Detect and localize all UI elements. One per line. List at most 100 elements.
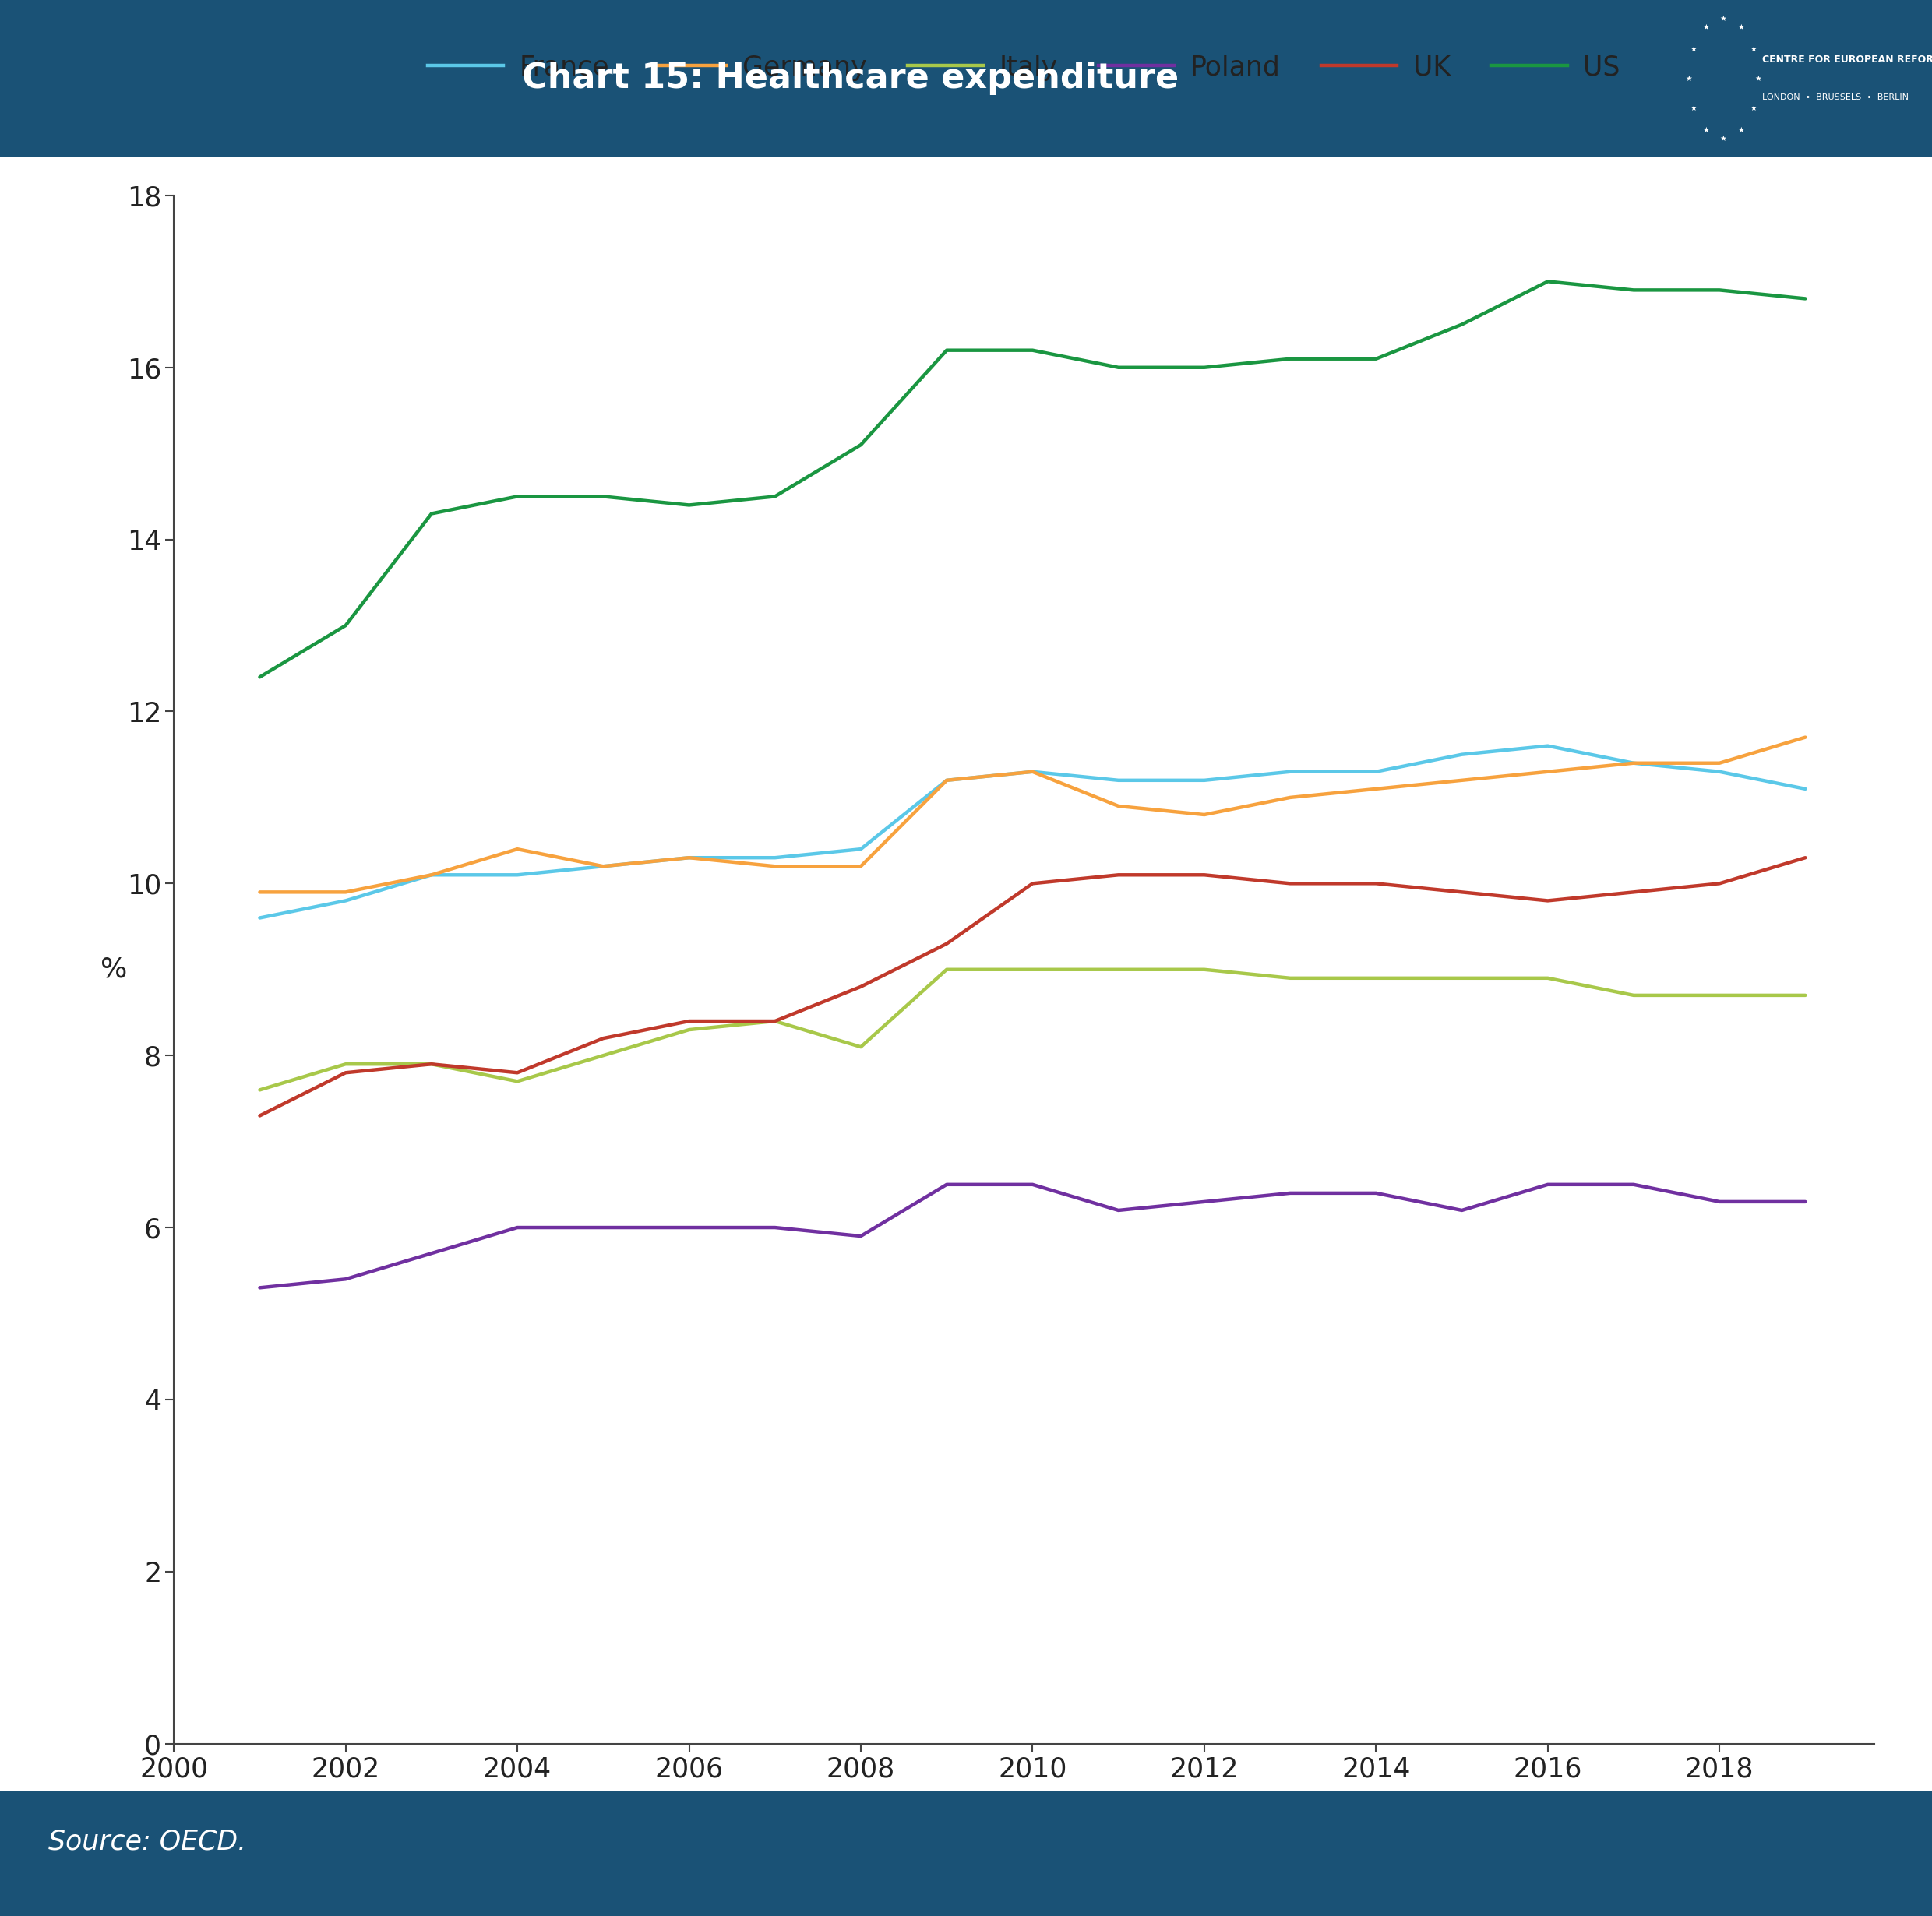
Italy: [935, 958, 958, 981]
Italy: [506, 1069, 529, 1092]
Germany: [850, 855, 873, 878]
France: [1451, 743, 1474, 766]
Germany: [1536, 761, 1559, 784]
France: [1020, 761, 1043, 784]
Poland: [1451, 1199, 1474, 1222]
France: [1107, 768, 1130, 791]
Poland: [591, 1217, 614, 1240]
Germany: [1708, 751, 1731, 774]
Italy: [850, 1035, 873, 1058]
US: [1020, 339, 1043, 362]
Text: ★: ★: [1690, 44, 1696, 52]
Text: ★: ★: [1737, 23, 1745, 31]
France: [1708, 761, 1731, 784]
Italy: [1364, 966, 1387, 989]
US: [1192, 356, 1215, 379]
UK: [1107, 864, 1130, 887]
Poland: [935, 1173, 958, 1196]
UK: [850, 975, 873, 998]
Germany: [591, 855, 614, 878]
Poland: [1192, 1190, 1215, 1213]
Germany: [247, 881, 270, 904]
Italy: [247, 1079, 270, 1102]
Poland: [334, 1268, 357, 1291]
Germany: [1623, 751, 1646, 774]
France: [763, 847, 786, 870]
Germany: [1451, 768, 1474, 791]
Italy: [1708, 983, 1731, 1006]
US: [678, 494, 701, 517]
US: [1536, 270, 1559, 293]
Italy: [1793, 983, 1816, 1006]
US: [935, 339, 958, 362]
Legend: France, Germany, Italy, Poland, UK, US: France, Germany, Italy, Poland, UK, US: [427, 54, 1621, 80]
Italy: [419, 1052, 442, 1075]
Germany: [1192, 803, 1215, 826]
Line: Italy: Italy: [259, 969, 1804, 1090]
Text: ★: ★: [1685, 75, 1692, 82]
France: [334, 889, 357, 912]
Italy: [678, 1017, 701, 1040]
US: [591, 485, 614, 508]
Y-axis label: %: %: [100, 956, 128, 983]
Text: ★: ★: [1702, 23, 1710, 31]
US: [1451, 312, 1474, 335]
US: [1793, 287, 1816, 310]
France: [506, 864, 529, 887]
UK: [1793, 847, 1816, 870]
Italy: [1192, 958, 1215, 981]
France: [850, 837, 873, 860]
Text: ★: ★: [1750, 105, 1756, 113]
Poland: [1623, 1173, 1646, 1196]
US: [1708, 278, 1731, 301]
France: [1364, 761, 1387, 784]
Germany: [1020, 761, 1043, 784]
Line: US: US: [259, 282, 1804, 676]
Poland: [247, 1276, 270, 1299]
Line: Germany: Germany: [259, 738, 1804, 893]
France: [935, 768, 958, 791]
Poland: [1020, 1173, 1043, 1196]
Text: Source: OECD.: Source: OECD.: [48, 1828, 245, 1855]
Text: CENTRE FOR EUROPEAN REFORM: CENTRE FOR EUROPEAN REFORM: [1762, 56, 1932, 65]
US: [763, 485, 786, 508]
UK: [506, 1061, 529, 1084]
Poland: [1793, 1190, 1816, 1213]
Germany: [1793, 726, 1816, 749]
Italy: [334, 1052, 357, 1075]
UK: [247, 1104, 270, 1127]
Text: ★: ★: [1702, 126, 1710, 134]
Italy: [591, 1044, 614, 1067]
US: [1364, 347, 1387, 370]
Poland: [419, 1242, 442, 1265]
UK: [1536, 889, 1559, 912]
US: [850, 433, 873, 456]
Italy: [1623, 983, 1646, 1006]
US: [506, 485, 529, 508]
Line: France: France: [259, 745, 1804, 918]
US: [1107, 356, 1130, 379]
Line: UK: UK: [259, 858, 1804, 1115]
UK: [1192, 864, 1215, 887]
US: [419, 502, 442, 525]
UK: [678, 1010, 701, 1033]
Poland: [1107, 1199, 1130, 1222]
UK: [1623, 881, 1646, 904]
Italy: [1279, 966, 1302, 989]
France: [247, 906, 270, 929]
Poland: [678, 1217, 701, 1240]
UK: [419, 1052, 442, 1075]
Germany: [506, 837, 529, 860]
UK: [591, 1027, 614, 1050]
US: [1623, 278, 1646, 301]
UK: [935, 933, 958, 956]
UK: [334, 1061, 357, 1084]
France: [591, 855, 614, 878]
Germany: [678, 847, 701, 870]
US: [247, 665, 270, 688]
UK: [1708, 872, 1731, 895]
Italy: [1451, 966, 1474, 989]
UK: [1020, 872, 1043, 895]
UK: [1279, 872, 1302, 895]
Poland: [1364, 1182, 1387, 1205]
